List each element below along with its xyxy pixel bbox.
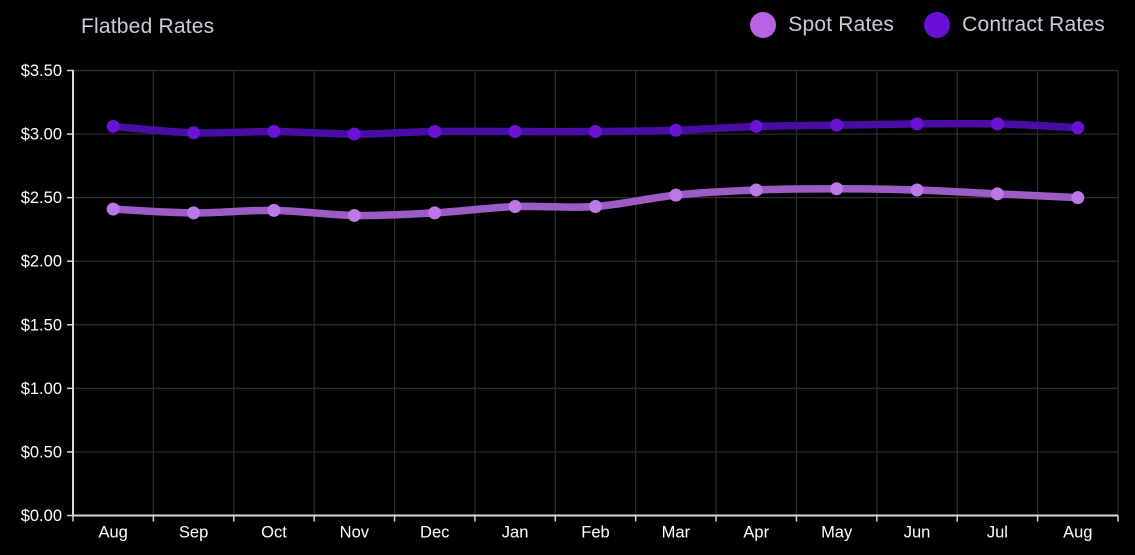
legend: Spot Rates Contract Rates [750,12,1105,38]
legend-label: Contract Rates [962,13,1105,36]
legend-label: Spot Rates [788,13,895,36]
svg-text:$0.50: $0.50 [21,443,62,461]
svg-text:$3.50: $3.50 [21,62,62,80]
svg-text:May: May [821,524,853,542]
svg-text:Jan: Jan [502,524,529,542]
svg-text:$2.50: $2.50 [21,189,62,207]
svg-text:Jun: Jun [904,524,931,542]
svg-text:Sep: Sep [179,524,208,542]
svg-text:Dec: Dec [420,524,449,542]
svg-text:$0.00: $0.00 [21,507,62,525]
svg-text:Apr: Apr [743,524,769,542]
svg-text:$3.00: $3.00 [21,126,62,144]
contract-rates-swatch-icon [924,12,951,38]
svg-text:Aug: Aug [1063,524,1092,542]
chart-title: Flatbed Rates [81,15,215,38]
svg-text:Nov: Nov [340,524,370,542]
svg-text:$2.00: $2.00 [21,253,62,271]
svg-text:Aug: Aug [99,524,128,542]
svg-text:$1.50: $1.50 [21,316,62,334]
svg-text:Mar: Mar [662,524,691,542]
svg-text:Feb: Feb [581,524,609,542]
legend-item-contract-rates[interactable]: Contract Rates [924,12,1105,38]
legend-item-spot-rates[interactable]: Spot Rates [750,12,894,38]
spot-rates-swatch-icon [750,12,777,38]
svg-text:Jul: Jul [987,524,1008,542]
svg-text:Oct: Oct [261,524,287,542]
svg-text:$1.00: $1.00 [21,380,62,398]
